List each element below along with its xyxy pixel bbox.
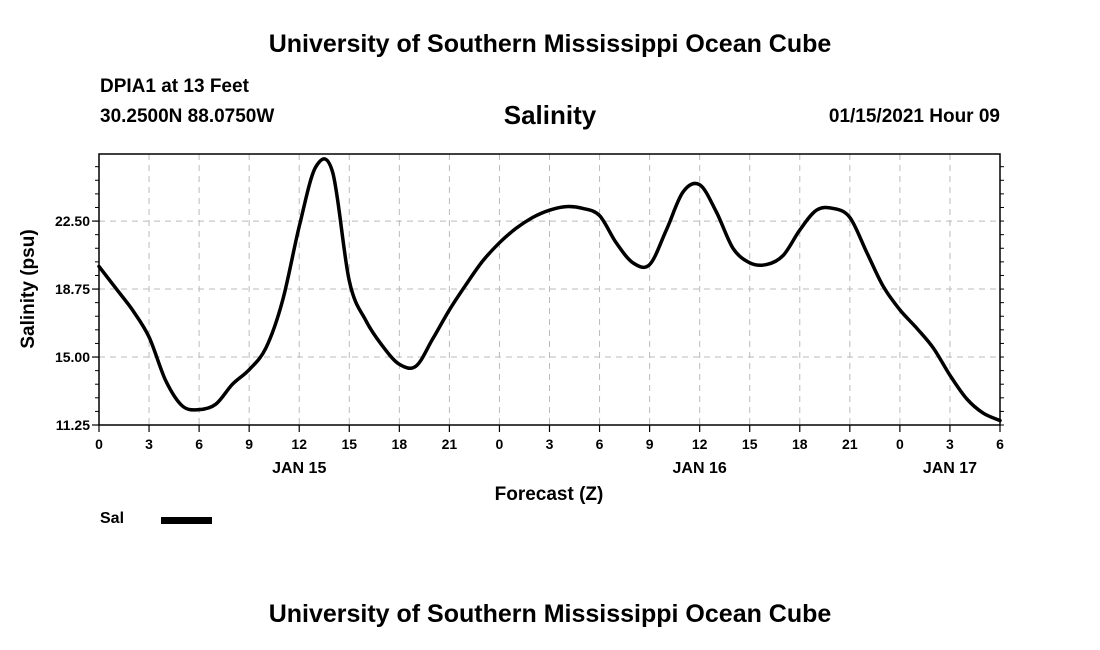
legend-label: Sal [100,510,125,527]
x-tick-label: 3 [546,436,554,452]
x-tick-label: 18 [792,436,808,452]
x-tick-label: 18 [392,436,408,452]
x-tick-label: 6 [996,436,1004,452]
series-line-sal [97,157,1002,423]
x-tick-label: 6 [596,436,604,452]
date-label: JAN 17 [923,460,977,477]
x-tick-label: 15 [742,436,758,452]
x-tick-label: 9 [245,436,253,452]
x-tick-label: 0 [896,436,904,452]
x-tick-label: 21 [842,436,858,452]
x-tick-label: 12 [692,436,708,452]
x-tick-label: 21 [442,436,458,452]
y-tick-label: 11.25 [56,417,90,433]
chart-title: Salinity [503,100,597,130]
y-tick-label: 15.00 [55,349,90,365]
y-axis-title: Salinity (psu) [18,229,39,348]
chart-grid [99,154,1000,426]
x-tick-label: 0 [496,436,504,452]
coordinates-label: 30.2500N 88.0750W [100,106,275,127]
x-axis: 0 3 6 9 12 15 18 21 0 3 6 9 12 15 18 21 0 3 6 [95,425,1004,452]
datetime-label: 01/15/2021 Hour 09 [828,106,1000,127]
date-label: JAN 15 [272,460,326,477]
x-tick-label: 12 [291,436,307,452]
x-tick-label: 3 [145,436,153,452]
station-label: DPIA1 at 13 Feet [100,76,249,97]
x-tick-label: 3 [946,436,954,452]
x-tick-label: 9 [646,436,654,452]
footer-title: University of Southern Mississippi Ocean… [268,600,832,628]
legend-swatch [161,517,212,524]
page-title: University of Southern Mississippi Ocean… [268,30,832,58]
y-tick-label: 22.50 [55,213,90,229]
x-tick-label: 0 [95,436,103,452]
date-label: JAN 16 [673,460,727,477]
y-tick-label: 18.75 [55,281,90,297]
x-axis-title: Forecast (Z) [495,484,604,505]
y-axis: 11.25 15.00 18.75 22.50 [55,166,1004,433]
x-tick-label: 6 [195,436,203,452]
date-labels: JAN 15 JAN 16 JAN 17 [272,460,977,477]
x-tick-label: 15 [341,436,357,452]
